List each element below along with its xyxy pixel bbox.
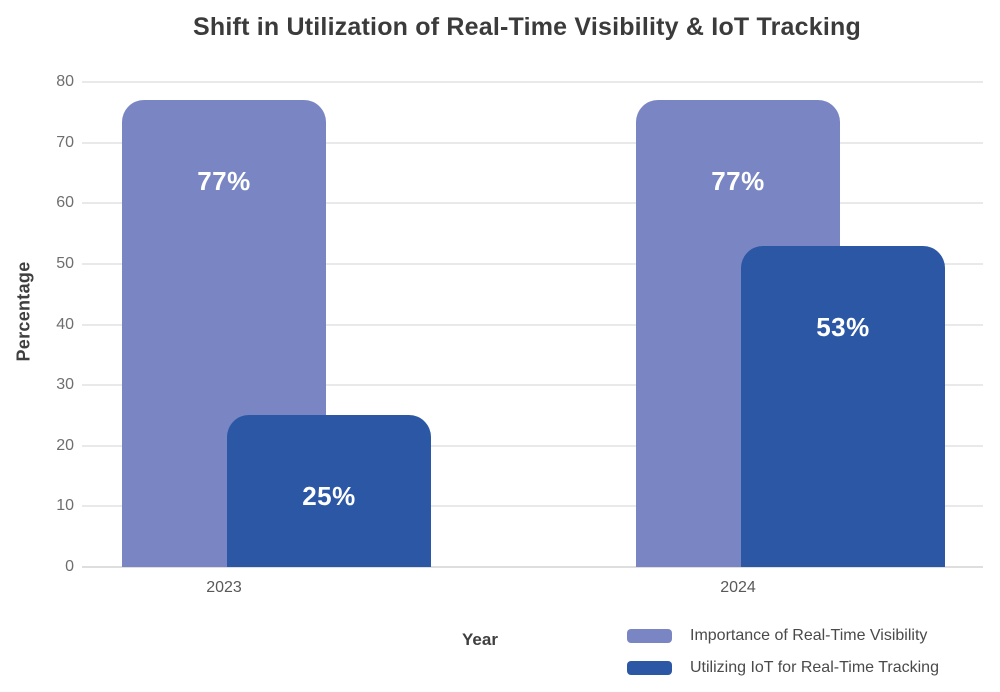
bar-value-label: 77% (711, 166, 765, 197)
plot-area: 0 10 20 30 40 50 60 70 80 77% 25% 2023 77% 53% 2024 (56, 73, 983, 596)
legend: Importance of Real-Time Visibility Utiliz… (627, 626, 939, 678)
bar-value-label: 53% (816, 311, 870, 342)
y-tick-label: 0 (65, 558, 74, 575)
gridline (82, 81, 983, 83)
gridline (82, 141, 983, 144)
y-axis-label: Percentage (13, 261, 34, 362)
bar-value-label: 77% (197, 166, 251, 197)
gridline (82, 262, 983, 265)
y-tick-label: 50 (56, 254, 74, 272)
legend-row: Utilizing IoT for Real-Time Tracking (627, 658, 939, 678)
gridline (82, 566, 983, 568)
chart-title: Shift in Utilization of Real-Time Visibi… (193, 13, 861, 41)
legend-label: Utilizing IoT for Real-Time Tracking (690, 659, 939, 676)
bar-2024-series1: 53% (741, 245, 945, 567)
gridline (82, 384, 983, 387)
gridline (82, 505, 983, 508)
y-tick-label: 70 (56, 133, 74, 151)
legend-swatch (627, 629, 672, 643)
gridline (82, 323, 983, 326)
legend-row: Importance of Real-Time Visibility (627, 626, 939, 646)
y-tick-label: 30 (56, 376, 74, 394)
gridline (82, 202, 983, 205)
x-axis-label: Year (462, 630, 498, 649)
bar-value-label: 25% (302, 481, 356, 512)
y-tick-label: 80 (56, 73, 74, 90)
legend-swatch (627, 661, 672, 675)
y-tick-label: 20 (56, 436, 74, 454)
x-category-label: 2023 (206, 579, 242, 596)
bar-2023-series1: 25% (227, 415, 431, 567)
legend-label: Importance of Real-Time Visibility (690, 627, 928, 644)
y-tick-label: 60 (56, 194, 74, 212)
gridline (82, 444, 983, 447)
y-tick-label: 40 (56, 315, 74, 333)
x-category-label: 2024 (720, 579, 756, 596)
y-tick-label: 10 (56, 497, 74, 515)
